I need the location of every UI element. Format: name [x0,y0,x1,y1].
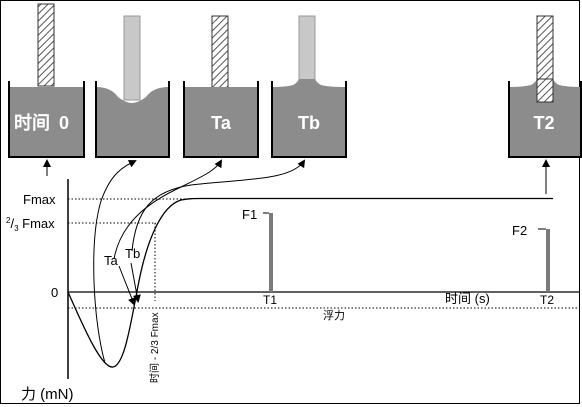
liquid [96,87,169,157]
f2-bar [546,229,550,292]
beaker-label: Ta [211,113,232,133]
probe-hatched [37,3,55,87]
arrow-to-beaker-ta [113,159,223,260]
tb-label: Tb [125,246,140,261]
beaker-label: T2 [533,113,554,133]
f2-label: F2 [512,223,527,238]
t1-label: T1 [263,293,277,307]
zero-label: 0 [51,285,58,300]
arrow-tb-to-curve [130,262,141,303]
beaker-wall [8,81,85,158]
beaker-label: Tb [298,113,320,133]
connector-arrows [43,159,550,364]
probe-wet [123,15,141,101]
liquid [272,79,346,157]
beaker-time-0: 时间 0 [8,3,85,158]
liquid [9,87,84,157]
ta-label: Ta [104,253,119,268]
beaker-wall [508,81,582,158]
beaker-label-cn: 时间 [14,113,50,133]
probe-immersed [212,87,228,100]
beaker-label-num: 0 [59,113,69,133]
y-axis-label: 力 (mN) [21,386,74,403]
probe-immersed [536,78,554,103]
beaker-ta: Ta [183,15,259,158]
beaker-wall [95,81,170,158]
force-curve [67,197,553,368]
beaker-contact [95,15,170,158]
beaker-tb: Tb [271,15,347,158]
f1-label: F1 [242,207,257,222]
x-axis-label: 时间 (s) [445,291,490,306]
f1-bar [269,213,273,292]
arrow-to-beaker-2 [93,160,137,364]
liquid [509,79,581,157]
arrow-to-beaker-tb [131,159,306,252]
fmax-label: Fmax [23,192,56,207]
two-thirds-fmax-label: 2/3 Fmax [6,216,55,233]
vertical-time-label: 时间 - 2/3 Fmax [148,312,161,383]
t2-label: T2 [540,293,554,307]
arrow-ta-to-curve [118,265,136,306]
beaker-wall [271,81,347,158]
buoyancy-label: 浮力 [323,309,345,322]
beaker-wall [183,81,259,158]
beaker-t2: T2 [508,15,582,158]
